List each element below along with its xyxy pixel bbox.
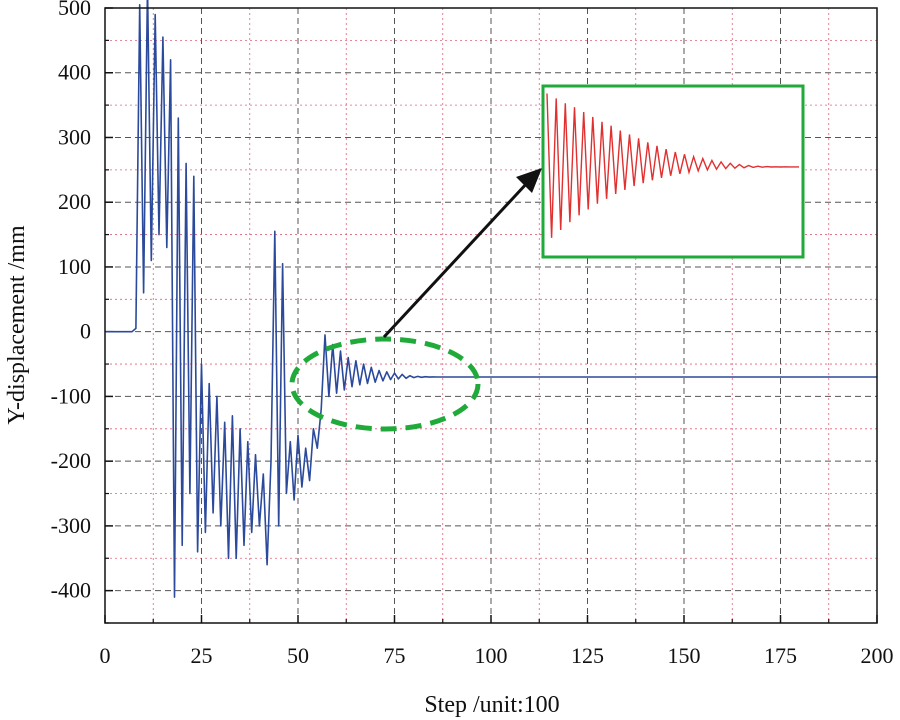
inset-frame: [541, 84, 805, 259]
grid-lines: [105, 7, 877, 624]
zoom-arrowhead: [516, 168, 542, 193]
y-tick-label: -100: [51, 383, 91, 408]
tick-labels: 0 25 50 75 100 125 150 175 200 500 400 300 200 100 0 -1…: [51, 0, 894, 668]
plot-series: [105, 0, 877, 598]
plot-frame: [104, 7, 878, 624]
x-tick-label: 50: [287, 643, 309, 668]
x-tick-label: 125: [571, 643, 604, 668]
x-tick-label: 25: [191, 643, 213, 668]
y-axis-title: Y-displacement /mm: [4, 225, 30, 425]
series-line: [105, 0, 877, 598]
annotations: [289, 84, 805, 432]
y-tick-label: 0: [80, 319, 91, 344]
x-tick-label: 200: [861, 643, 894, 668]
y-tick-label: -200: [51, 448, 91, 473]
y-tick-label: 500: [58, 0, 91, 20]
y-tick-label: -300: [51, 513, 91, 538]
x-axis-title: Step /unit:100: [424, 692, 559, 718]
y-tick-label: -400: [51, 578, 91, 603]
y-tick-label: 200: [58, 189, 91, 214]
zoom-arrow: [382, 180, 530, 339]
inset-series-line: [546, 93, 799, 238]
x-tick-label: 0: [100, 643, 111, 668]
x-tick-label: 150: [668, 643, 701, 668]
y-tick-label: 300: [58, 124, 91, 149]
x-tick-label: 100: [475, 643, 508, 668]
y-tick-label: 100: [58, 254, 91, 279]
x-tick-label: 175: [764, 643, 797, 668]
highlight-ellipse: [289, 336, 481, 432]
x-tick-label: 75: [384, 643, 406, 668]
y-tick-label: 400: [58, 60, 91, 85]
